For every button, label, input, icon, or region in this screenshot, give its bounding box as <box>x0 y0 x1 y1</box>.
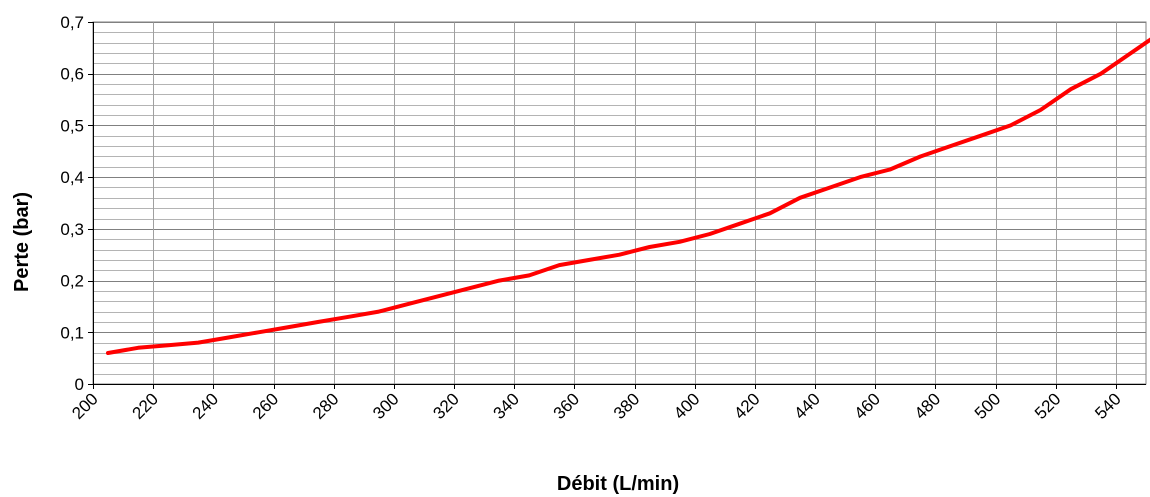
x-axis-title: Débit (L/min) <box>557 473 679 495</box>
major-gridlines <box>93 22 1146 385</box>
x-tick-label: 520 <box>1031 389 1064 422</box>
x-tick-label: 280 <box>309 389 342 422</box>
x-tick-label: 240 <box>189 389 222 422</box>
y-tick-label: 0,4 <box>60 168 84 187</box>
x-tick-label: 300 <box>369 389 402 422</box>
y-tick-label: 0,7 <box>60 13 84 32</box>
y-tick-label: 0,2 <box>60 272 84 291</box>
x-tick-labels: 200 220 240 260 280 300 320 340 360 380 400 420 440 4… <box>68 389 1124 422</box>
x-tick-label: 320 <box>429 389 462 422</box>
x-tick-label: 380 <box>610 389 643 422</box>
x-tick-label: 360 <box>550 389 583 422</box>
minor-gridlines <box>93 32 1146 375</box>
x-tick-label: 460 <box>851 389 884 422</box>
y-tick-label: 0,3 <box>60 220 84 239</box>
series-line <box>106 37 1150 355</box>
vertical-gridlines <box>93 22 1117 384</box>
x-tick-label: 480 <box>911 389 944 422</box>
x-tick-label: 200 <box>68 389 101 422</box>
plot-area-frame <box>92 21 1147 385</box>
y-axis-title: Perte (bar) <box>11 192 33 292</box>
x-tick-label: 220 <box>129 389 162 422</box>
x-tick-label: 500 <box>971 389 1004 422</box>
y-tick-labels: 0 0,1 0,2 0,3 0,4 0,5 0,6 0,7 <box>60 13 84 394</box>
y-tick-label: 0,6 <box>60 65 84 84</box>
y-tick-label: 0,5 <box>60 116 84 135</box>
x-tick-label: 440 <box>790 389 823 422</box>
series-group <box>106 37 1150 355</box>
y-tick-label: 0,1 <box>60 323 84 342</box>
x-tick-label: 260 <box>249 389 282 422</box>
y-tick-label: 0 <box>75 375 84 394</box>
x-tick-label: 340 <box>490 389 523 422</box>
x-tick-label: 420 <box>730 389 763 422</box>
x-tick-label: 400 <box>670 389 703 422</box>
x-tick-label: 540 <box>1091 389 1124 422</box>
axes <box>88 22 1146 389</box>
